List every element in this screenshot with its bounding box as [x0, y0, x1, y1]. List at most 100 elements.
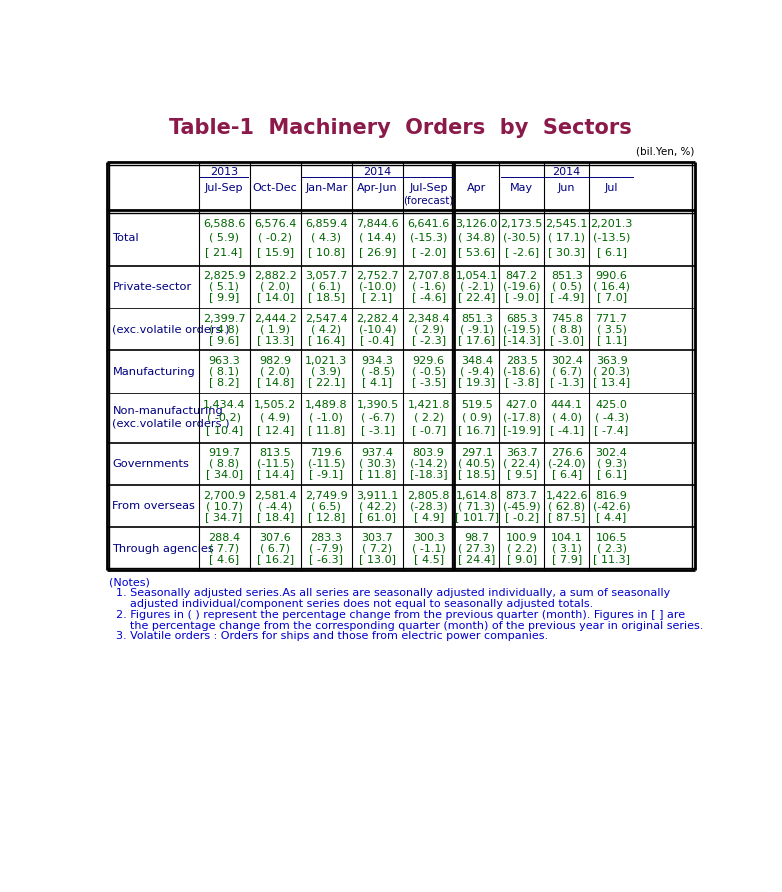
Text: May: May: [510, 183, 533, 193]
Text: 519.5: 519.5: [461, 401, 493, 410]
Text: [ 53.6]: [ 53.6]: [458, 247, 495, 257]
Text: 982.9: 982.9: [259, 356, 291, 366]
Text: [ 4.4]: [ 4.4]: [597, 512, 626, 522]
Text: Total: Total: [113, 233, 139, 243]
Text: 2014: 2014: [364, 167, 392, 177]
Text: Jul-Sep: Jul-Sep: [410, 183, 448, 193]
Text: Apr-Jun: Apr-Jun: [357, 183, 398, 193]
Text: 283.3: 283.3: [310, 533, 343, 543]
Text: 2,581.4: 2,581.4: [254, 491, 296, 500]
Text: Private-sector: Private-sector: [113, 282, 192, 292]
Text: (-11.5): (-11.5): [307, 459, 345, 469]
Text: 2,882.2: 2,882.2: [254, 271, 296, 281]
Text: (-14.2): (-14.2): [410, 459, 447, 469]
Text: ( -9.4): ( -9.4): [460, 367, 493, 376]
Text: [ 11.8]: [ 11.8]: [359, 469, 396, 480]
Text: [ -3.1]: [ -3.1]: [361, 425, 395, 435]
Text: [ 1.1]: [ 1.1]: [597, 334, 626, 345]
Text: [ 13.0]: [ 13.0]: [359, 554, 396, 565]
Text: ( -0.5): ( -0.5): [412, 367, 446, 376]
Text: [ 16.2]: [ 16.2]: [256, 554, 294, 565]
Text: [ 14.0]: [ 14.0]: [256, 293, 294, 302]
Text: [ 87.5]: [ 87.5]: [548, 512, 585, 522]
Text: 2,399.7: 2,399.7: [203, 314, 246, 324]
Text: [ 8.2]: [ 8.2]: [209, 377, 239, 387]
Text: 803.9: 803.9: [413, 449, 445, 458]
Text: [ 16.4]: [ 16.4]: [308, 334, 345, 345]
Text: ( 2.2): ( 2.2): [507, 543, 536, 554]
Text: [ -2.0]: [ -2.0]: [411, 247, 446, 257]
Text: ( -4.4): ( -4.4): [258, 501, 292, 511]
Text: ( 3.5): ( 3.5): [597, 324, 626, 334]
Text: 1. Seasonally adjusted series.As all series are seasonally adjusted individually: 1. Seasonally adjusted series.As all ser…: [109, 589, 670, 599]
Text: [ 4.9]: [ 4.9]: [414, 512, 444, 522]
Text: ( 2.0): ( 2.0): [260, 282, 290, 292]
Text: [ -3.5]: [ -3.5]: [411, 377, 446, 387]
Text: ( 20.3): ( 20.3): [593, 367, 630, 376]
Text: [ -7.4]: [ -7.4]: [594, 425, 629, 435]
Text: ( 62.8): ( 62.8): [548, 501, 585, 511]
Text: [ -3.0]: [ -3.0]: [550, 334, 583, 345]
Text: [ 24.4]: [ 24.4]: [458, 554, 496, 565]
Text: 363.7: 363.7: [506, 449, 537, 458]
Text: 307.6: 307.6: [260, 533, 291, 543]
Text: [ 4.1]: [ 4.1]: [363, 377, 393, 387]
Text: ( 4.0): ( 4.0): [551, 413, 582, 423]
Text: ( 4.3): ( 4.3): [311, 233, 342, 243]
Text: (-42.6): (-42.6): [593, 501, 630, 511]
Text: ( 42.2): ( 42.2): [359, 501, 396, 511]
Text: From overseas: From overseas: [113, 501, 196, 511]
Text: ( 8.8): ( 8.8): [209, 459, 239, 469]
Text: [ 19.3]: [ 19.3]: [458, 377, 495, 387]
Text: 816.9: 816.9: [596, 491, 627, 500]
Text: [ 18.5]: [ 18.5]: [308, 293, 345, 302]
Text: (-13.5): (-13.5): [593, 233, 630, 243]
Text: [ 4.6]: [ 4.6]: [209, 554, 239, 565]
Text: 1,054.1: 1,054.1: [456, 271, 498, 281]
Text: [-18.3]: [-18.3]: [410, 469, 447, 480]
Text: 2,749.9: 2,749.9: [305, 491, 348, 500]
Text: [ 12.4]: [ 12.4]: [256, 425, 294, 435]
Text: ( 4.2): ( 4.2): [311, 324, 342, 334]
Text: [ -0.2]: [ -0.2]: [504, 512, 539, 522]
Text: ( 16.4): ( 16.4): [593, 282, 630, 292]
Text: [ -0.7]: [ -0.7]: [411, 425, 446, 435]
Text: [ 14.4]: [ 14.4]: [256, 469, 294, 480]
Text: [ -3.8]: [ -3.8]: [504, 377, 539, 387]
Text: the percentage change from the corresponding quarter (month) of the previous yea: the percentage change from the correspon…: [109, 621, 703, 631]
Text: 2,825.9: 2,825.9: [203, 271, 246, 281]
Text: ( -2.1): ( -2.1): [460, 282, 493, 292]
Text: (bil.Yen, %): (bil.Yen, %): [636, 146, 694, 157]
Text: [ -2.3]: [ -2.3]: [411, 334, 446, 345]
Text: [ 18.4]: [ 18.4]: [256, 512, 294, 522]
Text: 1,614.8: 1,614.8: [456, 491, 498, 500]
Text: (-10.4): (-10.4): [359, 324, 396, 334]
Text: 2,444.2: 2,444.2: [254, 314, 296, 324]
Text: (exc.volatile orders ): (exc.volatile orders ): [113, 324, 230, 334]
Text: 2,282.4: 2,282.4: [356, 314, 399, 324]
Text: [ 4.5]: [ 4.5]: [414, 554, 443, 565]
Text: [ 6.1]: [ 6.1]: [597, 247, 626, 257]
Text: 6,588.6: 6,588.6: [203, 219, 246, 229]
Text: ( 17.1): ( 17.1): [548, 233, 585, 243]
Text: ( 71.3): ( 71.3): [458, 501, 495, 511]
Text: [ -6.3]: [ -6.3]: [310, 554, 343, 565]
Text: (-17.8): (-17.8): [503, 413, 540, 423]
Text: ( 6.7): ( 6.7): [551, 367, 582, 376]
Text: ( 6.1): ( 6.1): [311, 282, 341, 292]
Text: ( 6.7): ( 6.7): [260, 543, 290, 554]
Text: ( 8.1): ( 8.1): [209, 367, 239, 376]
Text: ( 4.8): ( 4.8): [209, 324, 239, 334]
Text: (forecast): (forecast): [404, 196, 454, 206]
Text: (exc.volatile orders ): (exc.volatile orders ): [113, 418, 230, 428]
Text: 2,545.1: 2,545.1: [545, 219, 588, 229]
Text: [ 61.0]: [ 61.0]: [359, 512, 396, 522]
Text: 302.4: 302.4: [596, 449, 627, 458]
Text: [ 17.6]: [ 17.6]: [458, 334, 495, 345]
Text: ( -0.2): ( -0.2): [258, 233, 292, 243]
Text: 847.2: 847.2: [506, 271, 538, 281]
Text: ( 0.9): ( 0.9): [461, 413, 492, 423]
Text: Jul-Sep: Jul-Sep: [205, 183, 243, 193]
Text: Table-1  Machinery  Orders  by  Sectors: Table-1 Machinery Orders by Sectors: [170, 118, 632, 138]
Text: 2,547.4: 2,547.4: [305, 314, 348, 324]
